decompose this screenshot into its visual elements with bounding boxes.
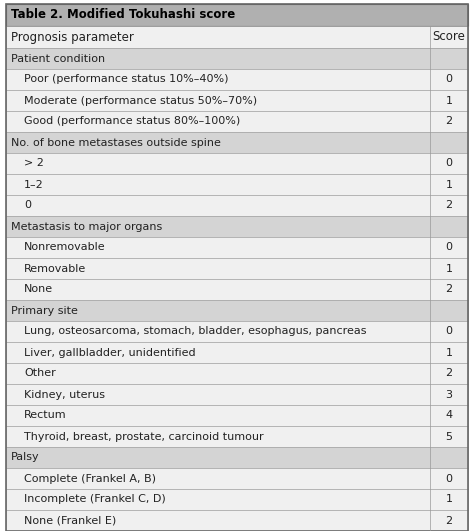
Text: Poor (performance status 10%–40%): Poor (performance status 10%–40%) — [24, 74, 228, 84]
Text: 0: 0 — [446, 327, 453, 337]
Text: 1–2: 1–2 — [24, 179, 44, 190]
Text: None (Frankel E): None (Frankel E) — [24, 516, 116, 526]
Bar — [6, 468, 468, 489]
Text: 1: 1 — [446, 347, 453, 357]
Text: Table 2. Modified Tokuhashi score: Table 2. Modified Tokuhashi score — [11, 8, 235, 21]
Bar — [6, 111, 468, 132]
Text: 0: 0 — [446, 474, 453, 484]
Text: > 2: > 2 — [24, 158, 44, 168]
Text: Thyroid, breast, prostate, carcinoid tumour: Thyroid, breast, prostate, carcinoid tum… — [24, 432, 264, 441]
Text: 0: 0 — [446, 74, 453, 84]
Bar — [6, 216, 468, 237]
Bar — [6, 300, 468, 321]
Text: No. of bone metastases outside spine: No. of bone metastases outside spine — [11, 138, 221, 148]
Text: Patient condition: Patient condition — [11, 54, 105, 64]
Text: 5: 5 — [446, 432, 453, 441]
Bar — [6, 489, 468, 510]
Bar — [6, 132, 468, 153]
Text: Moderate (performance status 50%–70%): Moderate (performance status 50%–70%) — [24, 96, 257, 106]
Text: Metastasis to major organs: Metastasis to major organs — [11, 221, 162, 232]
Text: 2: 2 — [446, 285, 453, 295]
Text: Incomplete (Frankel C, D): Incomplete (Frankel C, D) — [24, 494, 166, 504]
Bar — [6, 174, 468, 195]
Text: Score: Score — [433, 30, 465, 44]
Bar — [6, 342, 468, 363]
Text: Rectum: Rectum — [24, 410, 67, 421]
Text: 0: 0 — [446, 243, 453, 253]
Bar — [6, 363, 468, 384]
Text: Kidney, uterus: Kidney, uterus — [24, 390, 105, 399]
Text: 1: 1 — [446, 494, 453, 504]
Bar — [6, 153, 468, 174]
Text: Lung, osteosarcoma, stomach, bladder, esophagus, pancreas: Lung, osteosarcoma, stomach, bladder, es… — [24, 327, 366, 337]
Text: Nonremovable: Nonremovable — [24, 243, 106, 253]
Bar — [6, 90, 468, 111]
Bar — [6, 258, 468, 279]
Text: Good (performance status 80%–100%): Good (performance status 80%–100%) — [24, 116, 240, 126]
Text: Primary site: Primary site — [11, 305, 78, 315]
Text: 2: 2 — [446, 369, 453, 379]
Bar — [6, 195, 468, 216]
Text: 2: 2 — [446, 201, 453, 210]
Bar — [6, 48, 468, 69]
Bar — [6, 510, 468, 531]
Text: 0: 0 — [24, 201, 31, 210]
Text: Prognosis parameter: Prognosis parameter — [11, 30, 134, 44]
Text: 2: 2 — [446, 516, 453, 526]
Text: None: None — [24, 285, 53, 295]
Bar — [6, 447, 468, 468]
Bar — [6, 279, 468, 300]
Text: Other: Other — [24, 369, 56, 379]
Text: 4: 4 — [446, 410, 453, 421]
Text: 2: 2 — [446, 116, 453, 126]
Text: 0: 0 — [446, 158, 453, 168]
Text: 3: 3 — [446, 390, 453, 399]
Text: 1: 1 — [446, 263, 453, 273]
Bar — [6, 4, 468, 26]
Bar — [6, 237, 468, 258]
Bar — [6, 321, 468, 342]
Bar — [6, 384, 468, 405]
Bar — [6, 426, 468, 447]
Bar — [6, 26, 468, 48]
Text: 1: 1 — [446, 179, 453, 190]
Text: Complete (Frankel A, B): Complete (Frankel A, B) — [24, 474, 156, 484]
Bar — [6, 69, 468, 90]
Text: Palsy: Palsy — [11, 452, 40, 463]
Text: Liver, gallbladder, unidentified: Liver, gallbladder, unidentified — [24, 347, 196, 357]
Bar — [6, 405, 468, 426]
Text: Removable: Removable — [24, 263, 86, 273]
Text: 1: 1 — [446, 96, 453, 106]
